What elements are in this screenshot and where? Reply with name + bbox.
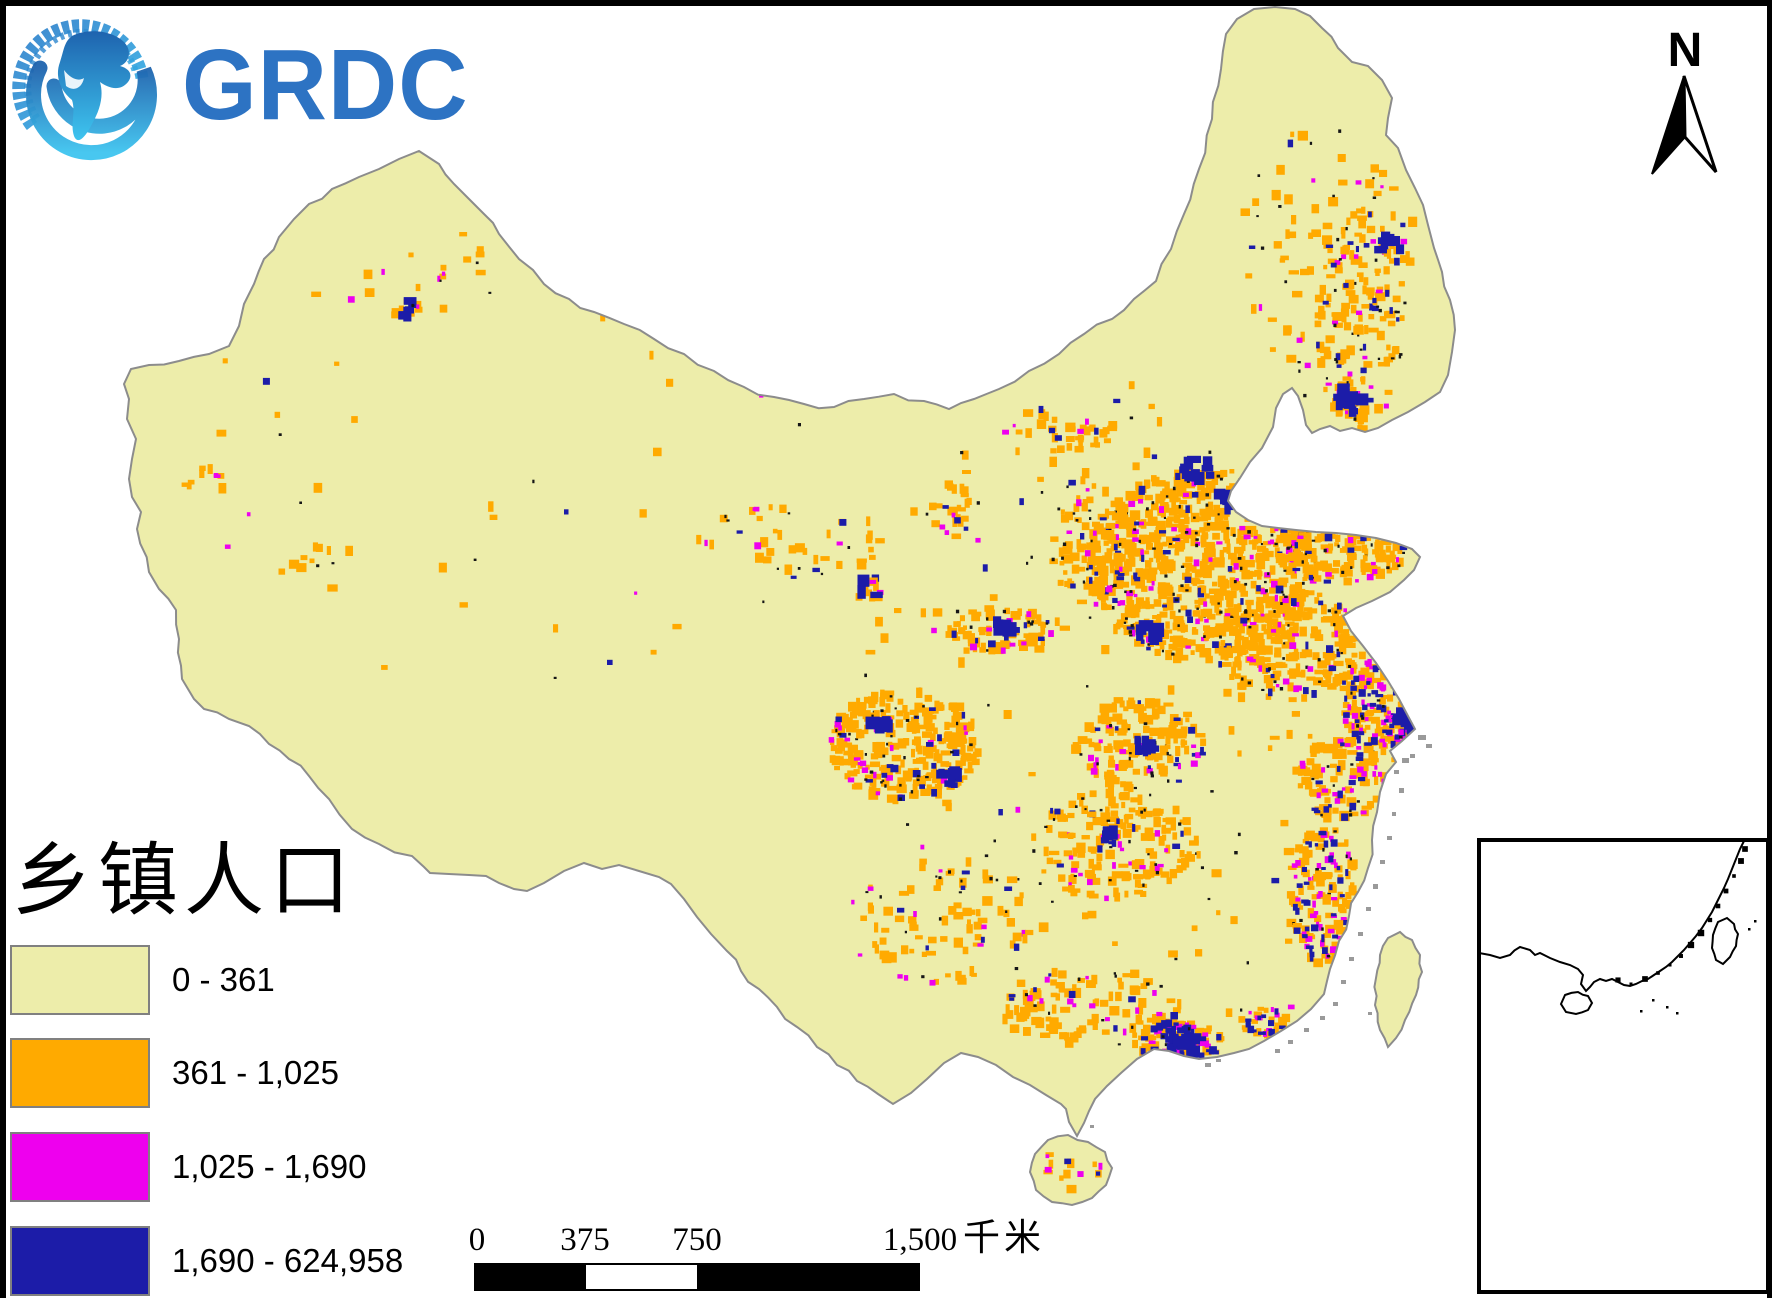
inset-background xyxy=(1479,840,1768,1292)
land-outline xyxy=(122,5,1457,1207)
coastal-islands xyxy=(1090,735,1432,1128)
scalebar-tick-750: 750 xyxy=(672,1222,722,1258)
legend-swatch-class3 xyxy=(10,1132,150,1202)
scalebar-tick-0: 0 xyxy=(468,1222,486,1258)
inset-coastline xyxy=(1479,840,1745,993)
scalebar-unit-label: 千米 xyxy=(963,1218,1045,1259)
legend-item: 0 - 361 xyxy=(10,945,430,1015)
frame-border-top xyxy=(0,0,1772,6)
legend-label: 1,025 - 1,690 xyxy=(172,1148,367,1185)
scalebar-segment-black2 xyxy=(697,1265,918,1289)
grdc-globe-icon xyxy=(12,19,157,161)
grdc-logo-text: GRDC xyxy=(182,29,469,141)
scalebar-tick-375: 375 xyxy=(560,1222,610,1258)
scalebar-segment-black1 xyxy=(476,1265,586,1289)
inset-map xyxy=(1477,838,1770,1294)
legend-item: 1,690 - 624,958 xyxy=(10,1226,430,1296)
page-title: 乡镇人口 xyxy=(12,838,356,926)
legend-item: 1,025 - 1,690 xyxy=(10,1132,430,1202)
north-arrow-label: N xyxy=(1668,24,1703,77)
north-arrow-left-half xyxy=(1651,75,1687,175)
legend-swatch-class1 xyxy=(10,945,150,1015)
legend-swatch-class4 xyxy=(10,1226,150,1296)
legend-item: 361 - 1,025 xyxy=(10,1038,430,1108)
frame-border-right xyxy=(1767,0,1772,1298)
scalebar-tick-1500: 1,500 xyxy=(882,1222,958,1258)
legend-label: 361 - 1,025 xyxy=(172,1054,339,1091)
scale-bar xyxy=(474,1263,920,1291)
land-fill xyxy=(124,7,1455,1205)
legend-label: 1,690 - 624,958 xyxy=(172,1242,404,1279)
north-arrow-right-half xyxy=(1682,75,1718,173)
frame-border-left xyxy=(0,0,6,1298)
taiwan-region xyxy=(1374,932,1422,1047)
inset-taiwan xyxy=(1710,916,1740,966)
north-arrow: N xyxy=(1651,24,1718,175)
inset-hainan xyxy=(1559,990,1594,1016)
legend-label: 0 - 361 xyxy=(172,961,275,998)
legend-swatch-class2 xyxy=(10,1038,150,1108)
